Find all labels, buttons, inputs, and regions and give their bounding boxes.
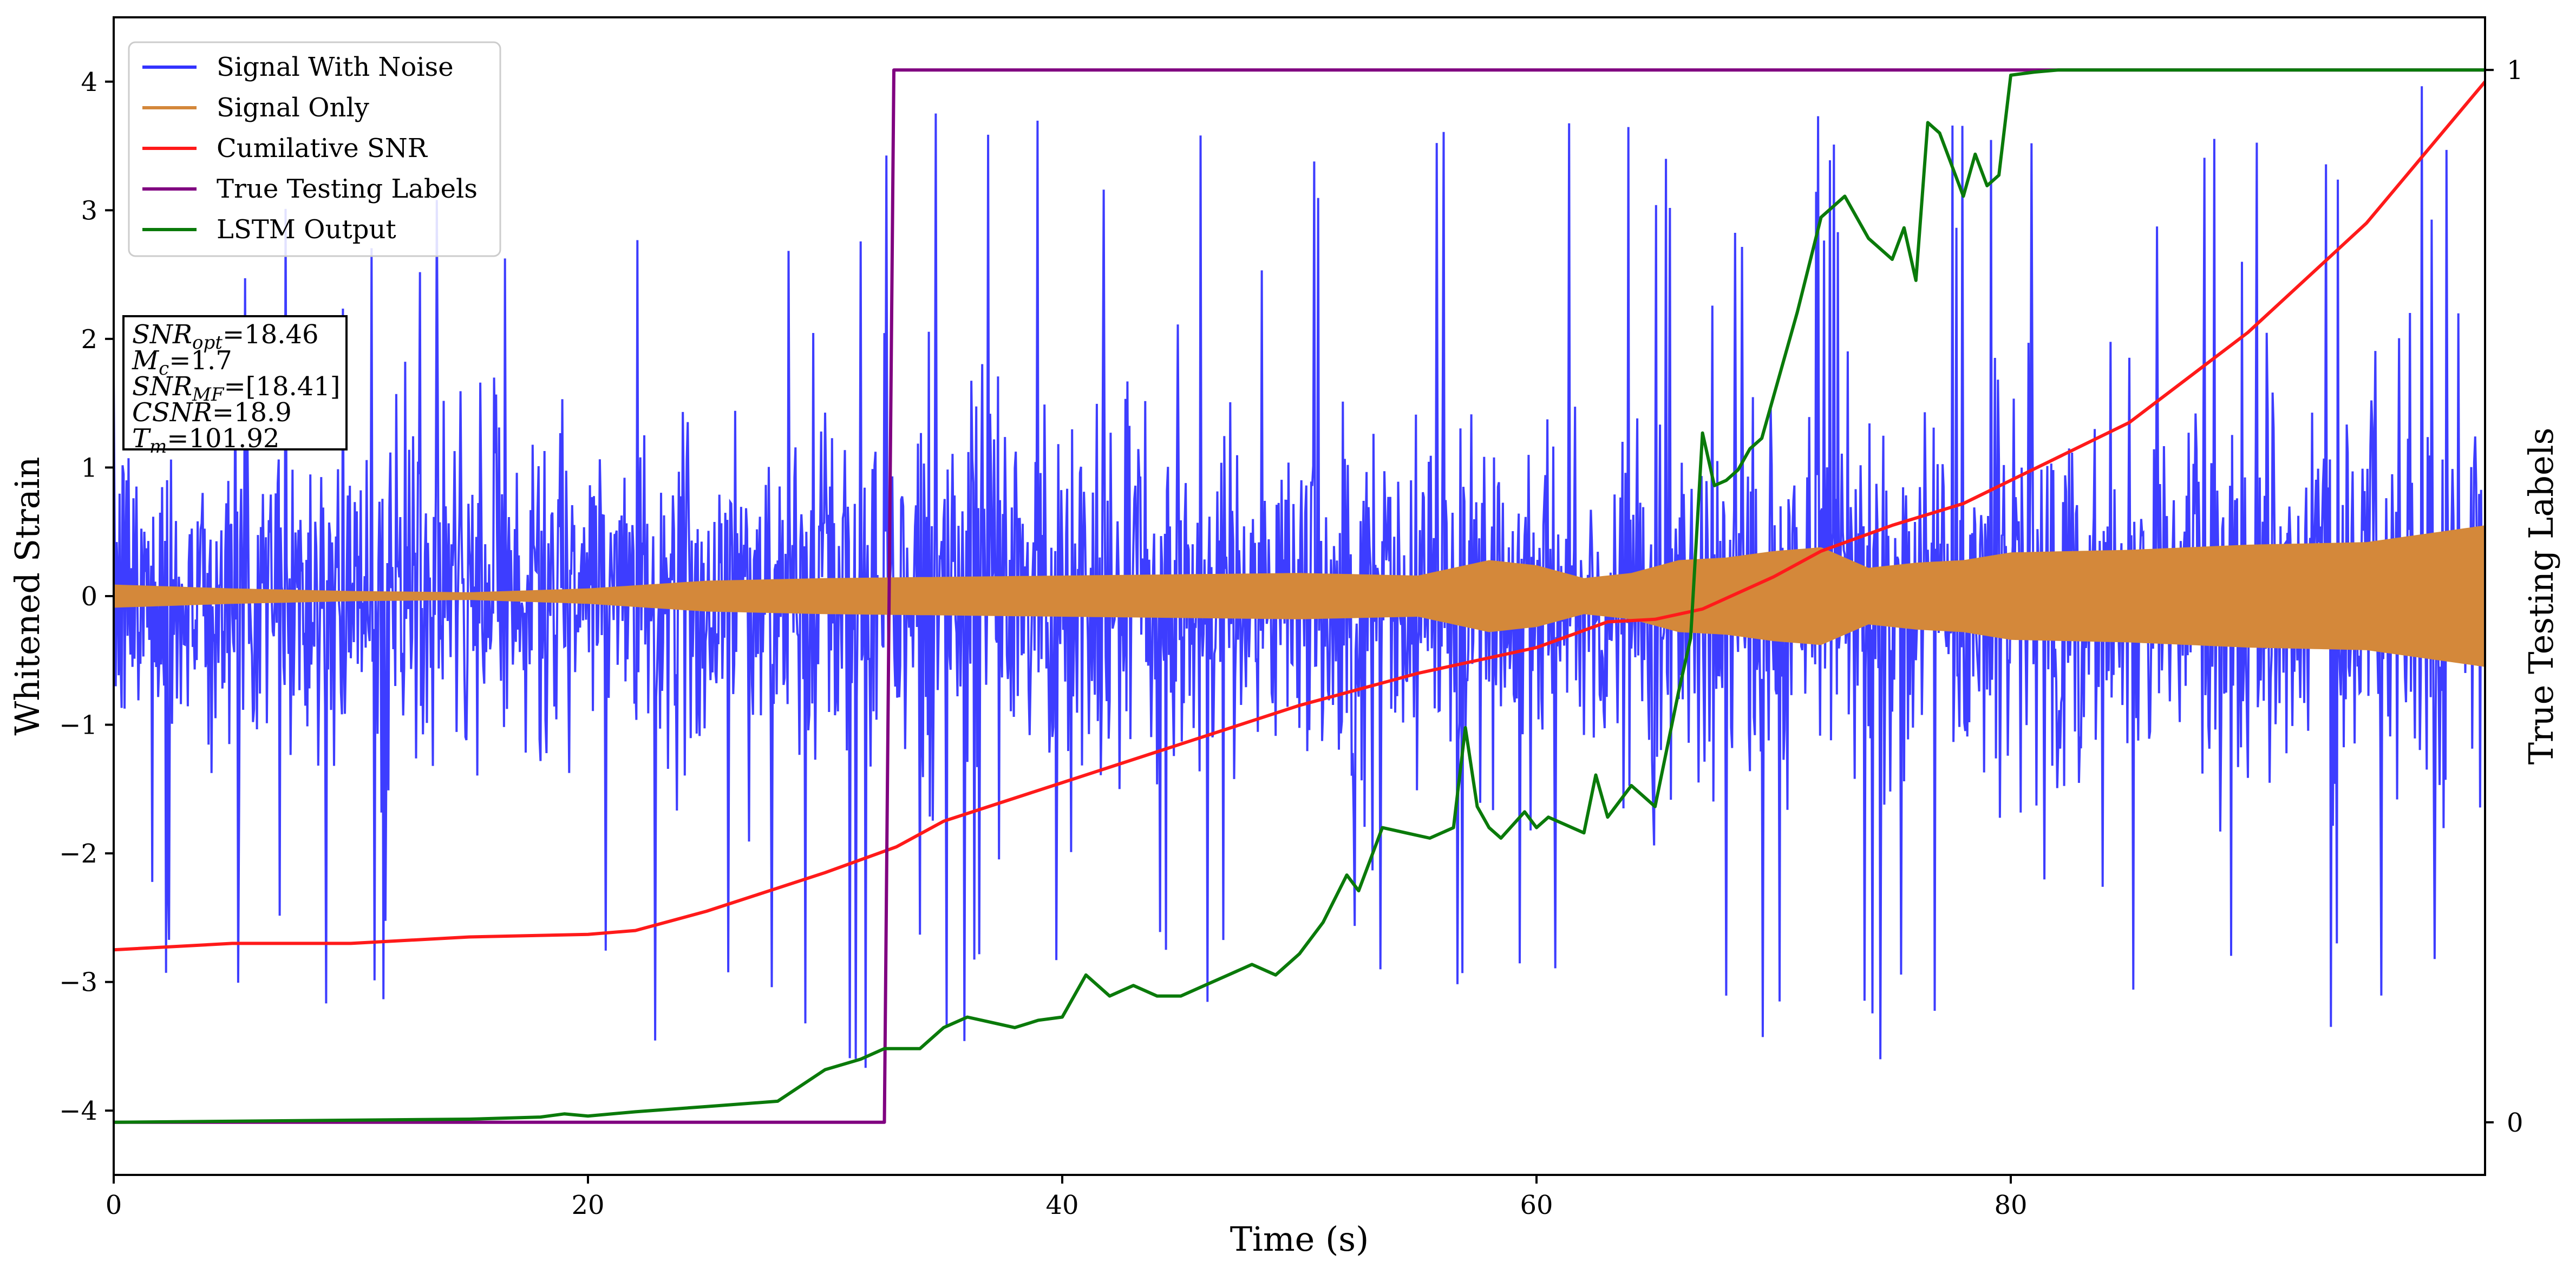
legend-item-lstm-output: LSTM Output bbox=[142, 214, 396, 245]
legend-label: True Testing Labels bbox=[217, 174, 478, 204]
x-tick-label: 0 bbox=[106, 1190, 122, 1220]
y-tick-label: 2 bbox=[81, 324, 97, 355]
legend-item-true-testing-labels: True Testing Labels bbox=[142, 174, 478, 204]
cumilative-snr-series bbox=[114, 80, 2485, 952]
y-tick-label: 0 bbox=[81, 582, 97, 612]
y-right-tick-label: 0 bbox=[2507, 1108, 2523, 1138]
legend-item-signal-with-noise: Signal With Noise bbox=[142, 52, 454, 82]
x-tick-label: 40 bbox=[1045, 1190, 1078, 1220]
x-tick-label: 60 bbox=[1520, 1190, 1553, 1220]
signal-only-series bbox=[114, 525, 2485, 667]
y-right-tick-label: 1 bbox=[2507, 55, 2523, 86]
legend-label: Signal Only bbox=[217, 93, 369, 123]
y-axis-right: 01 bbox=[2485, 55, 2523, 1138]
y-axis-left: −4 −3 −2 −1 0 1 2 3 4 bbox=[59, 67, 114, 1126]
y-tick-label: −4 bbox=[59, 1096, 97, 1126]
y-tick-label: −1 bbox=[59, 710, 97, 741]
y-tick-label: 1 bbox=[81, 453, 97, 483]
info-line: Mc=1.7 bbox=[132, 345, 232, 380]
info-box-frame bbox=[122, 315, 348, 450]
legend-frame bbox=[128, 41, 501, 257]
info-line: SNRopt=18.46 bbox=[132, 319, 319, 354]
x-axis-title: Time (s) bbox=[1230, 1219, 1369, 1259]
y-axis-right-title: True Testing Labels bbox=[2521, 428, 2561, 765]
x-tick-label: 20 bbox=[571, 1190, 604, 1220]
y-tick-label: −2 bbox=[59, 839, 97, 869]
legend-item-cumilative-snr: Cumilative SNR bbox=[142, 133, 428, 164]
true-testing-labels-series bbox=[114, 68, 2485, 1124]
signal-with-noise-series bbox=[114, 86, 2485, 1068]
legend-label: LSTM Output bbox=[217, 214, 396, 245]
info-line: SNRMF=[18.41] bbox=[132, 371, 341, 406]
legend-label: Cumilative SNR bbox=[217, 133, 428, 164]
y-axis-left-title: Whitened Strain bbox=[8, 457, 47, 736]
info-line: Tm=101.92 bbox=[132, 423, 279, 458]
info-line: CSNR=18.9 bbox=[132, 397, 292, 428]
legend-item-signal-only: Signal Only bbox=[142, 93, 369, 123]
y-tick-label: 4 bbox=[81, 67, 97, 97]
y-tick-label: −3 bbox=[59, 968, 97, 998]
series-layer bbox=[114, 68, 2485, 1124]
x-tick-label: 80 bbox=[1994, 1190, 2027, 1220]
lstm-output-series bbox=[114, 68, 2485, 1124]
legend: Signal With Noise Signal Only Cumilative S… bbox=[128, 41, 501, 257]
x-axis: 0 20 40 60 80 bbox=[106, 1175, 2028, 1220]
y-tick-label: 3 bbox=[81, 195, 97, 226]
legend-label: Signal With Noise bbox=[217, 52, 454, 82]
info-box: SNRopt=18.46Mc=1.7SNRMF=[18.41]CSNR=18.9… bbox=[122, 315, 348, 458]
